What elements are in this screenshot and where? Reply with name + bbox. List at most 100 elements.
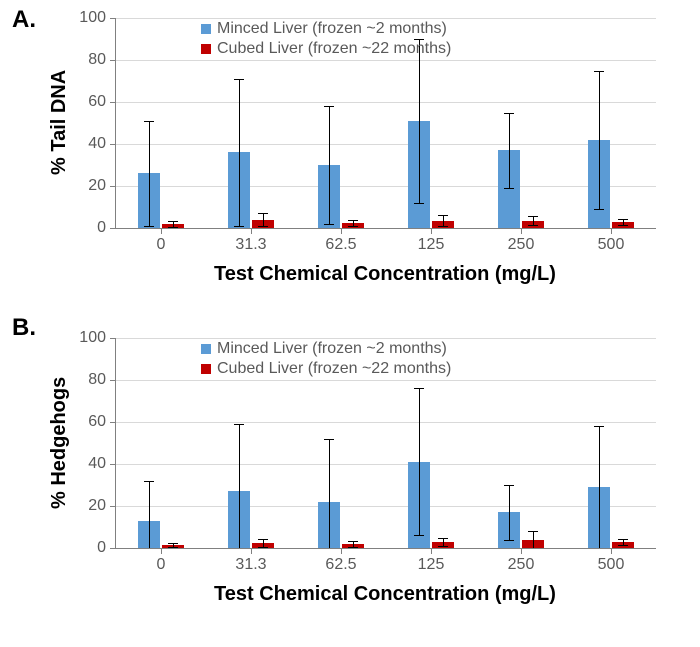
x-tick bbox=[521, 228, 522, 234]
x-tick bbox=[611, 228, 612, 234]
error-bar bbox=[443, 538, 444, 546]
legend-item-minced-b: Minced Liver (frozen ~2 months) bbox=[201, 340, 451, 358]
error-bar bbox=[509, 113, 510, 189]
panel-b-x-title: Test Chemical Concentration (mg/L) bbox=[115, 583, 655, 606]
x-tick-label: 500 bbox=[598, 556, 625, 574]
x-tick-label: 31.3 bbox=[235, 236, 266, 254]
panel-a-plot-area: Minced Liver (frozen ~2 months) Cubed Li… bbox=[115, 18, 656, 229]
error-cap bbox=[324, 106, 334, 107]
error-cap bbox=[438, 215, 448, 216]
error-cap bbox=[504, 113, 514, 114]
y-tick-label: 20 bbox=[88, 497, 106, 515]
y-tick bbox=[110, 186, 116, 187]
y-tick bbox=[110, 506, 116, 507]
error-bar bbox=[239, 424, 240, 548]
error-cap bbox=[438, 546, 448, 547]
error-cap bbox=[414, 535, 424, 536]
gridline bbox=[116, 422, 656, 423]
error-bar bbox=[263, 213, 264, 226]
error-cap bbox=[348, 226, 358, 227]
panel-a-y-title: % Tail DNA bbox=[48, 70, 71, 175]
panel-a-label: A. bbox=[12, 6, 36, 34]
error-cap bbox=[594, 209, 604, 210]
error-bar bbox=[533, 216, 534, 224]
y-tick bbox=[110, 380, 116, 381]
x-tick bbox=[611, 548, 612, 554]
error-bar bbox=[419, 388, 420, 535]
error-cap bbox=[594, 426, 604, 427]
error-bar bbox=[149, 121, 150, 226]
panel-b: B. % Hedgehogs Minced Liver (frozen ~2 m… bbox=[0, 320, 700, 647]
error-cap bbox=[594, 71, 604, 72]
error-cap bbox=[258, 226, 268, 227]
x-tick-label: 125 bbox=[418, 556, 445, 574]
x-tick bbox=[161, 548, 162, 554]
error-cap bbox=[144, 226, 154, 227]
y-tick bbox=[110, 464, 116, 465]
y-tick-label: 0 bbox=[97, 539, 106, 557]
y-tick-label: 0 bbox=[97, 219, 106, 237]
legend-swatch-cubed bbox=[201, 44, 211, 54]
error-cap bbox=[168, 221, 178, 222]
error-cap bbox=[504, 485, 514, 486]
error-bar bbox=[329, 439, 330, 548]
y-tick-label: 40 bbox=[88, 135, 106, 153]
panel-b-y-title: % Hedgehogs bbox=[48, 377, 71, 509]
error-cap bbox=[438, 226, 448, 227]
error-cap bbox=[348, 541, 358, 542]
legend-swatch-minced bbox=[201, 24, 211, 34]
error-cap bbox=[618, 219, 628, 220]
y-tick bbox=[110, 228, 116, 229]
gridline bbox=[116, 506, 656, 507]
x-tick bbox=[341, 548, 342, 554]
gridline bbox=[116, 18, 656, 19]
error-cap bbox=[528, 225, 538, 226]
legend-item-minced: Minced Liver (frozen ~2 months) bbox=[201, 20, 451, 38]
error-cap bbox=[234, 79, 244, 80]
gridline bbox=[116, 144, 656, 145]
legend-item-cubed: Cubed Liver (frozen ~22 months) bbox=[201, 40, 451, 58]
gridline bbox=[116, 186, 656, 187]
error-bar bbox=[149, 481, 150, 548]
x-tick bbox=[431, 228, 432, 234]
error-cap bbox=[618, 545, 628, 546]
panel-a-legend: Minced Liver (frozen ~2 months) Cubed Li… bbox=[201, 20, 451, 60]
y-tick bbox=[110, 144, 116, 145]
panel-b-plot-area: Minced Liver (frozen ~2 months) Cubed Li… bbox=[115, 338, 656, 549]
legend-swatch-minced-b bbox=[201, 344, 211, 354]
error-cap bbox=[144, 121, 154, 122]
error-bar bbox=[263, 539, 264, 547]
panel-a: A. % Tail DNA Minced Liver (frozen ~2 mo… bbox=[0, 0, 700, 320]
gridline bbox=[116, 464, 656, 465]
legend-swatch-cubed-b bbox=[201, 364, 211, 374]
gridline bbox=[116, 60, 656, 61]
legend-label-minced-b: Minced Liver (frozen ~2 months) bbox=[217, 340, 447, 358]
y-tick bbox=[110, 18, 116, 19]
y-tick bbox=[110, 338, 116, 339]
y-tick-label: 60 bbox=[88, 93, 106, 111]
legend-label-cubed: Cubed Liver (frozen ~22 months) bbox=[217, 40, 451, 58]
x-tick-label: 0 bbox=[157, 236, 166, 254]
gridline bbox=[116, 380, 656, 381]
x-tick bbox=[341, 228, 342, 234]
error-cap bbox=[168, 547, 178, 548]
error-cap bbox=[414, 388, 424, 389]
legend-label-cubed-b: Cubed Liver (frozen ~22 months) bbox=[217, 360, 451, 378]
y-tick-label: 60 bbox=[88, 413, 106, 431]
y-tick-label: 20 bbox=[88, 177, 106, 195]
gridline bbox=[116, 102, 656, 103]
y-tick-label: 100 bbox=[79, 9, 106, 27]
y-tick bbox=[110, 422, 116, 423]
x-tick-label: 125 bbox=[418, 236, 445, 254]
error-cap bbox=[528, 216, 538, 217]
error-bar bbox=[329, 106, 330, 224]
error-cap bbox=[348, 220, 358, 221]
error-bar bbox=[599, 426, 600, 548]
error-cap bbox=[258, 213, 268, 214]
y-tick-label: 40 bbox=[88, 455, 106, 473]
error-cap bbox=[504, 188, 514, 189]
y-tick-label: 80 bbox=[88, 371, 106, 389]
x-tick-label: 62.5 bbox=[325, 236, 356, 254]
panel-b-label: B. bbox=[12, 314, 36, 342]
error-cap bbox=[618, 539, 628, 540]
